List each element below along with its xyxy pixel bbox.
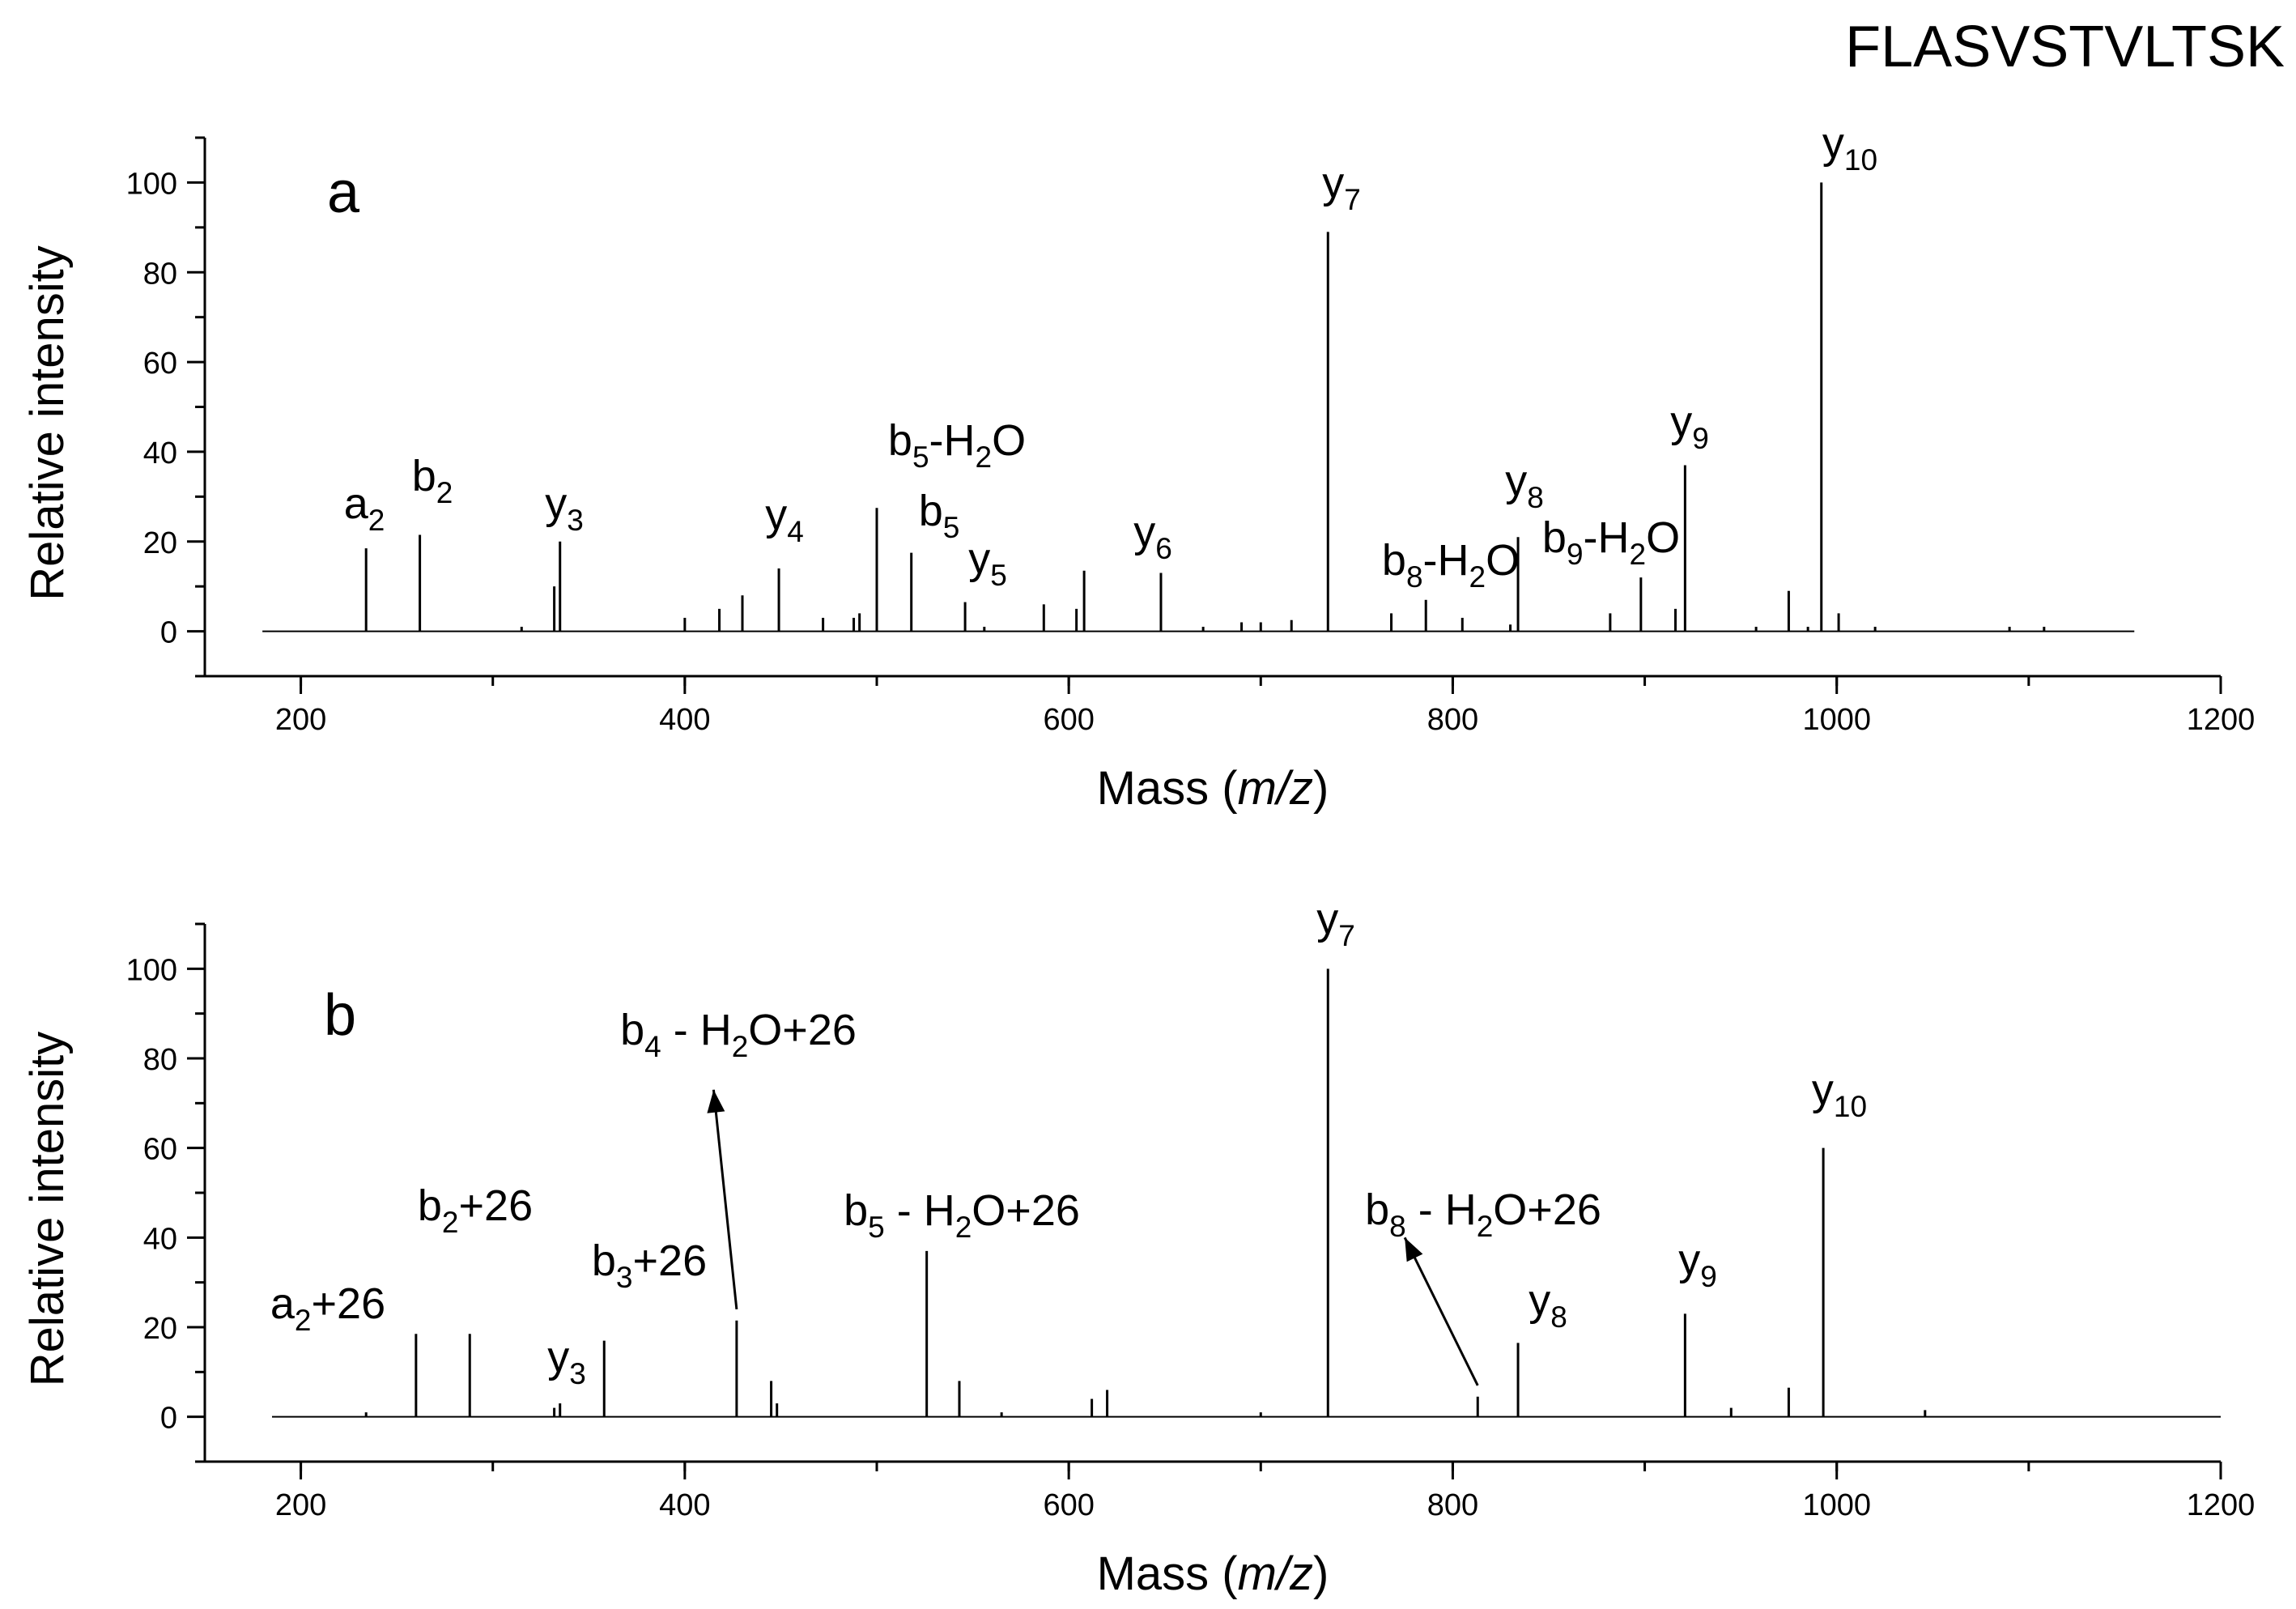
panel-letter: b: [324, 983, 356, 1048]
fragment-ion-label: y3: [545, 479, 584, 537]
x-tick-label: 1000: [1802, 1488, 1871, 1522]
y-tick-label: 20: [143, 526, 177, 560]
fragment-ion-label: b8 - H2O+26: [1365, 1185, 1601, 1243]
spectrum-panel-a: 200 400 600 800 1000 1200 0 20 40 60 80 100 Mass (m/…: [21, 119, 2255, 815]
fragment-ion-label: y9: [1670, 398, 1709, 455]
panel-letter: a: [327, 160, 360, 225]
annotation-arrow-head: [1405, 1237, 1423, 1262]
fragment-ion-label: b9-H2O: [1542, 513, 1680, 571]
fragment-ion-label: y6: [1133, 508, 1172, 565]
y-tick-label: 80: [143, 1043, 177, 1077]
x-tick-label: 400: [659, 703, 710, 737]
y-tick-label: 60: [143, 347, 177, 381]
x-tick-label: 200: [275, 703, 326, 737]
x-tick-label: 400: [659, 1488, 710, 1522]
y-tick-label: 60: [143, 1133, 177, 1167]
y-axis-title: Relative intensity: [21, 1032, 74, 1386]
fragment-ion-label: y8: [1529, 1276, 1567, 1334]
spectrum-panel-b: 200 400 600 800 1000 1200 0 20 40 60 80 100 Mass (m/…: [21, 895, 2255, 1600]
x-tick-label: 1200: [2187, 703, 2256, 737]
fragment-ion-label: b5-H2O: [888, 416, 1026, 474]
fragment-ion-label: y5: [968, 534, 1007, 592]
fragment-ion-label: y8: [1505, 457, 1544, 514]
fragment-ion-label: b8-H2O: [1382, 536, 1520, 594]
annotation-arrow-head: [707, 1089, 725, 1113]
x-axis-title: Mass (m/z): [1097, 1547, 1329, 1600]
y-tick-label: 20: [143, 1312, 177, 1346]
fragment-ion-label: b3+26: [592, 1237, 707, 1294]
fragment-ion-label: b2: [412, 452, 453, 509]
y-tick-label: 40: [143, 436, 177, 470]
peptide-sequence-title: FLASVSTVLTSK: [1845, 15, 2285, 79]
fragment-ion-label: b2+26: [418, 1181, 533, 1239]
fragment-ion-label: y7: [1322, 159, 1361, 216]
x-tick-label: 800: [1427, 703, 1478, 737]
y-tick-label: 40: [143, 1222, 177, 1256]
y-tick-label: 100: [126, 167, 177, 201]
annotation-arrow-line: [1403, 1237, 1479, 1386]
x-tick-label: 600: [1043, 703, 1094, 737]
fragment-ion-label: b4 - H2O+26: [620, 1006, 857, 1063]
annotation-arrow-line: [712, 1089, 738, 1310]
fragment-ion-label: y10: [1812, 1066, 1867, 1123]
y-tick-label: 80: [143, 257, 177, 291]
x-tick-label: 1000: [1802, 703, 1871, 737]
fragment-ion-label: b5 - H2O+26: [844, 1186, 1080, 1244]
fragment-ion-label: a2+26: [270, 1279, 385, 1337]
fragment-ion-label: y4: [765, 491, 804, 548]
fragment-ion-label: y9: [1678, 1236, 1717, 1293]
fragment-ion-label: b5: [919, 487, 960, 544]
y-tick-label: 0: [160, 616, 177, 650]
fragment-ion-label: y10: [1822, 119, 1877, 177]
y-axis-title: Relative intensity: [21, 245, 74, 600]
fragment-ion-label: a2: [344, 479, 385, 537]
y-tick-label: 0: [160, 1402, 177, 1436]
x-tick-label: 800: [1427, 1488, 1478, 1522]
fragment-ion-label: y7: [1316, 895, 1355, 952]
y-tick-label: 100: [126, 953, 177, 987]
x-tick-label: 200: [275, 1488, 326, 1522]
x-tick-label: 1200: [2187, 1488, 2256, 1522]
fragment-ion-label: y3: [547, 1333, 586, 1390]
x-axis-title: Mass (m/z): [1097, 762, 1329, 815]
x-tick-label: 600: [1043, 1488, 1094, 1522]
